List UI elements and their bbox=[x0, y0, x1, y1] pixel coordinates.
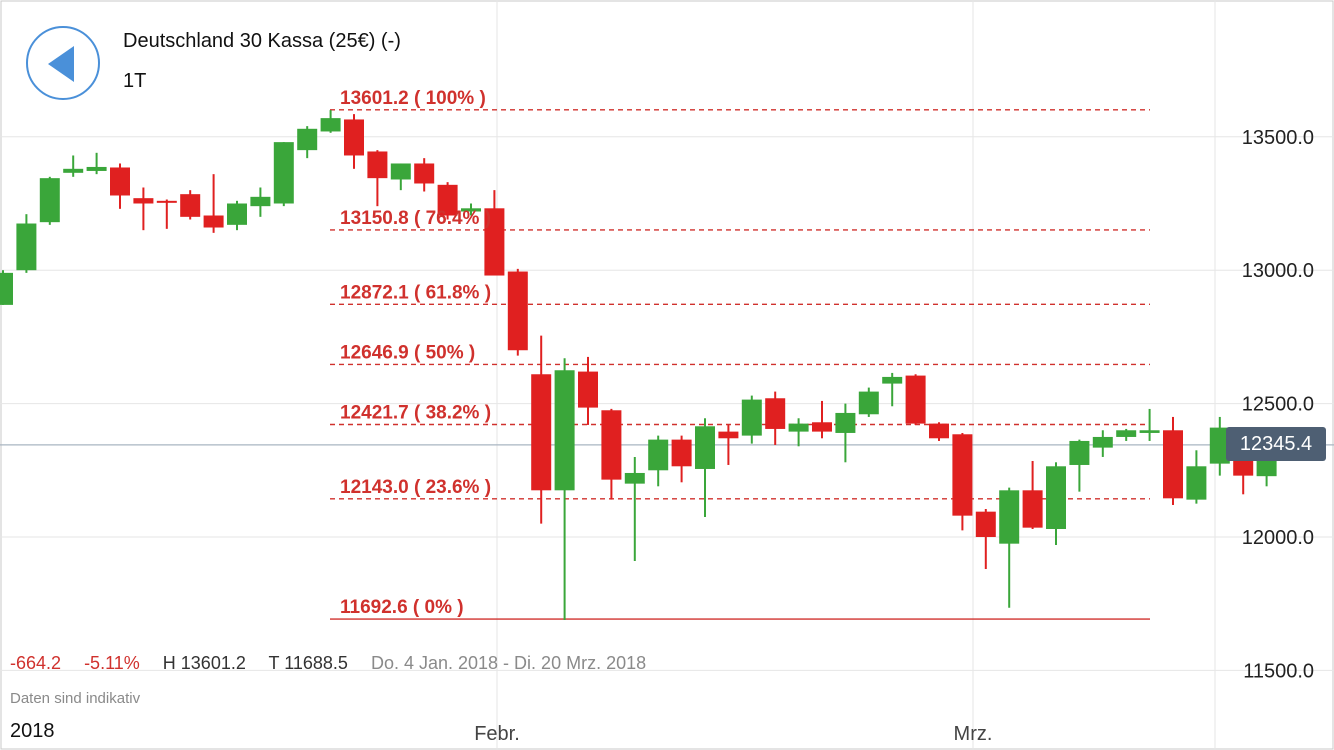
candle-body bbox=[1022, 490, 1043, 528]
fib-label: 12143.0 ( 23.6% ) bbox=[340, 477, 491, 498]
candle-body bbox=[180, 194, 201, 217]
candle-body bbox=[648, 439, 669, 471]
candle-body bbox=[1046, 466, 1066, 529]
indicative-note: Daten sind indikativ bbox=[10, 690, 141, 707]
low-value: T 11688.5 bbox=[268, 653, 348, 673]
fib-label: 12872.1 ( 61.8% ) bbox=[340, 282, 491, 303]
candle-body bbox=[718, 431, 739, 439]
change-percent: -5.11% bbox=[84, 653, 140, 673]
candle-body bbox=[1092, 436, 1113, 448]
candle-body bbox=[578, 371, 598, 408]
fib-label: 12646.9 ( 50% ) bbox=[340, 342, 475, 363]
candle-body bbox=[507, 271, 528, 351]
change-value: -664.2 bbox=[10, 653, 62, 673]
candle-body bbox=[531, 374, 552, 491]
y-tick-label: 12500.0 bbox=[1242, 394, 1314, 416]
back-button[interactable] bbox=[26, 26, 100, 100]
candle-body bbox=[1186, 466, 1207, 500]
axis-labels: 13500.0 13000.0 12500.0 12000.0 11500.0 Febr.… bbox=[474, 127, 1314, 745]
candle-body bbox=[601, 410, 622, 480]
candle-body bbox=[0, 272, 13, 305]
candle-body bbox=[227, 203, 247, 225]
candle-body bbox=[367, 151, 388, 179]
candle-body bbox=[297, 128, 318, 151]
candle-body bbox=[390, 163, 411, 180]
candle-body bbox=[765, 398, 786, 429]
x-tick-label: Febr. bbox=[474, 723, 520, 745]
candle-body bbox=[484, 208, 505, 276]
fibonacci-labels: 13601.2 ( 100% ) 13150.8 ( 76.4% ) 12872.1… bbox=[340, 88, 491, 618]
fibonacci-lines bbox=[330, 109, 1150, 620]
candle-body bbox=[741, 399, 762, 436]
fib-label: 12421.7 ( 38.2% ) bbox=[340, 402, 491, 423]
candle-body bbox=[952, 434, 973, 516]
candle-body bbox=[414, 163, 435, 184]
candle-body bbox=[133, 198, 154, 204]
candle-body bbox=[156, 200, 177, 203]
stats-bar: -664.2 -5.11% H 13601.2 T 11688.5 Do. 4 … bbox=[10, 653, 664, 674]
x-tick-label: Mrz. bbox=[954, 723, 993, 745]
candle-body bbox=[39, 178, 60, 223]
candle-body bbox=[1139, 430, 1160, 433]
candle-body bbox=[273, 142, 294, 204]
candle-body bbox=[461, 208, 481, 212]
candle-body bbox=[835, 412, 856, 433]
candle-body bbox=[695, 426, 715, 469]
y-tick-label: 12000.0 bbox=[1242, 527, 1314, 549]
candle-body bbox=[16, 223, 37, 271]
candle-body bbox=[86, 166, 107, 171]
candle-body bbox=[812, 422, 832, 432]
high-value: H 13601.2 bbox=[162, 653, 246, 673]
candle-body bbox=[1209, 427, 1230, 464]
year-label: 2018 bbox=[10, 720, 55, 742]
candle-body bbox=[671, 439, 692, 467]
candle-body bbox=[63, 168, 84, 173]
fib-label: 13150.8 ( 76.4% ) bbox=[340, 208, 491, 229]
candle-body bbox=[203, 215, 224, 228]
candle-body bbox=[1069, 440, 1090, 465]
candle-body bbox=[929, 423, 949, 439]
candle-body bbox=[975, 511, 996, 537]
candle-body bbox=[788, 423, 809, 432]
y-tick-label: 11500.0 bbox=[1243, 660, 1314, 682]
instrument-title: Deutschland 30 Kassa (25€) (-) bbox=[123, 30, 401, 52]
candle-body bbox=[110, 167, 130, 196]
candle-body bbox=[344, 119, 364, 156]
y-tick-label: 13000.0 bbox=[1242, 260, 1314, 282]
candle-body bbox=[999, 490, 1020, 544]
fib-label: 13601.2 ( 100% ) bbox=[340, 88, 486, 109]
candle-body bbox=[1116, 430, 1137, 437]
candle-body bbox=[858, 391, 879, 415]
y-tick-label: 13500.0 bbox=[1242, 127, 1314, 149]
current-price-badge: 12345.4 bbox=[1226, 427, 1326, 461]
fib-label: 11692.6 ( 0% ) bbox=[340, 597, 464, 618]
candle-body bbox=[882, 376, 903, 384]
date-range: Do. 4 Jan. 2018 - Di. 20 Mrz. 2018 bbox=[370, 653, 647, 673]
candle-body bbox=[1163, 430, 1183, 499]
back-arrow-icon bbox=[48, 46, 74, 82]
candle-body bbox=[554, 370, 575, 491]
candle-body bbox=[320, 118, 341, 132]
candle-body bbox=[437, 184, 458, 216]
candle-body bbox=[624, 472, 645, 484]
candle-body bbox=[250, 196, 271, 207]
candle-body bbox=[905, 375, 926, 424]
period-label[interactable]: 1T bbox=[123, 70, 147, 92]
